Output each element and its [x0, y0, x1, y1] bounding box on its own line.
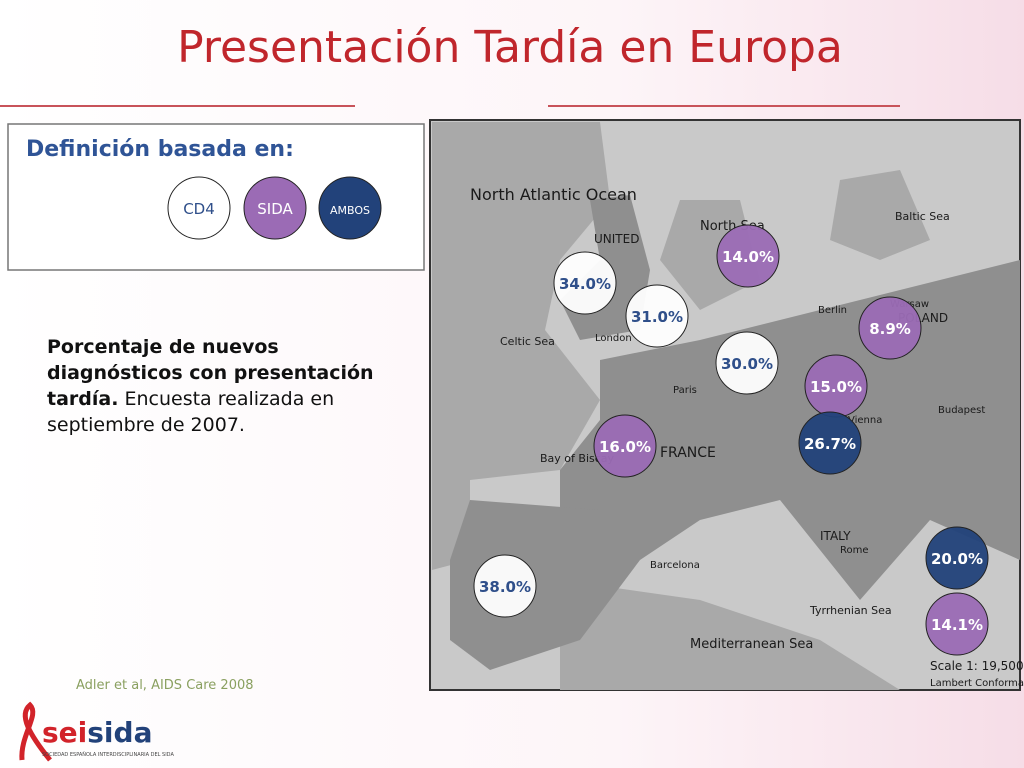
marker-label: 16.0% [599, 438, 651, 456]
legend-label: SIDA [257, 200, 293, 218]
map-markers: 14.0% 34.0% 31.0% 8.9% 30.0% 15.0% 16.0% 26.7% 2… [473, 224, 989, 656]
marker-label: 15.0% [810, 378, 862, 396]
marker-label: 20.0% [931, 550, 983, 568]
description-normal: Encuesta realizada en septiembre de 2007… [47, 388, 335, 436]
definition-heading: Definición basada en: [26, 137, 294, 162]
map-label: Barcelona [650, 560, 700, 571]
sea [432, 122, 610, 570]
marker-label: 31.0% [631, 308, 683, 326]
map-label: Mediterranean Sea [690, 637, 813, 652]
map-label: Scale 1: 19,500,0 [930, 659, 1024, 673]
map-label: UNITED [594, 232, 639, 246]
marker-circle [925, 592, 989, 656]
marker-label: 14.1% [931, 616, 983, 634]
logo-ribbon [19, 701, 52, 762]
marker-circle [553, 251, 617, 315]
legend-label: AMBOS [330, 204, 370, 217]
title: Presentación Tardía en Europa [177, 22, 843, 73]
marker-circle [593, 414, 657, 478]
sea [830, 170, 930, 260]
marker-label: 34.0% [559, 275, 611, 293]
legend-label: CD4 [183, 200, 215, 218]
map-label: Vienna [848, 415, 882, 426]
marker-circle [858, 296, 922, 360]
marker-label: 14.0% [722, 248, 774, 266]
marker-circle [798, 411, 862, 475]
logo-text: seisida [42, 716, 152, 749]
map-label: Budapest [938, 405, 985, 416]
map-label: London [595, 333, 632, 344]
map-label: North Atlantic Ocean [470, 185, 637, 204]
logo-caption: SOCIEDAD ESPAÑOLA INTERDISCIPLINARIA DEL… [42, 751, 174, 758]
logo-b: sida [87, 716, 152, 749]
marker-label: 26.7% [804, 435, 856, 453]
map-label: Celtic Sea [500, 335, 555, 348]
marker-label: 30.0% [721, 355, 773, 373]
map-label: Baltic Sea [895, 210, 950, 223]
marker-circle [625, 284, 689, 348]
marker-label: 38.0% [479, 578, 531, 596]
description-bold: Porcentaje de nuevos diagnósticos con pr… [47, 336, 374, 410]
marker-circle [473, 554, 537, 618]
marker-circle [716, 224, 780, 288]
legend-circle [318, 176, 382, 240]
legend: CD4 SIDA AMBOS [167, 176, 382, 240]
marker-circle [715, 331, 779, 395]
logo: seisida SOCIEDAD ESPAÑOLA INTERDISCIPLIN… [19, 701, 174, 762]
legend-circle [167, 176, 231, 240]
legend-circle [243, 176, 307, 240]
description: Porcentaje de nuevos diagnósticos con pr… [47, 334, 407, 438]
land [450, 500, 640, 670]
map-label: FRANCE [660, 445, 716, 461]
map-label: Rome [840, 545, 869, 556]
source: Adler et al, AIDS Care 2008 [76, 678, 254, 693]
map-label: Lambert Conformal Conic P [930, 678, 1024, 689]
marker-circle [925, 526, 989, 590]
sea [560, 580, 900, 690]
map-label: ITALY [820, 529, 851, 543]
map-label: Berlin [818, 305, 847, 316]
logo-a: sei [42, 716, 87, 749]
marker-label: 8.9% [869, 320, 911, 338]
map-label: Tyrrhenian Sea [809, 604, 892, 617]
map-label: Paris [673, 385, 697, 396]
